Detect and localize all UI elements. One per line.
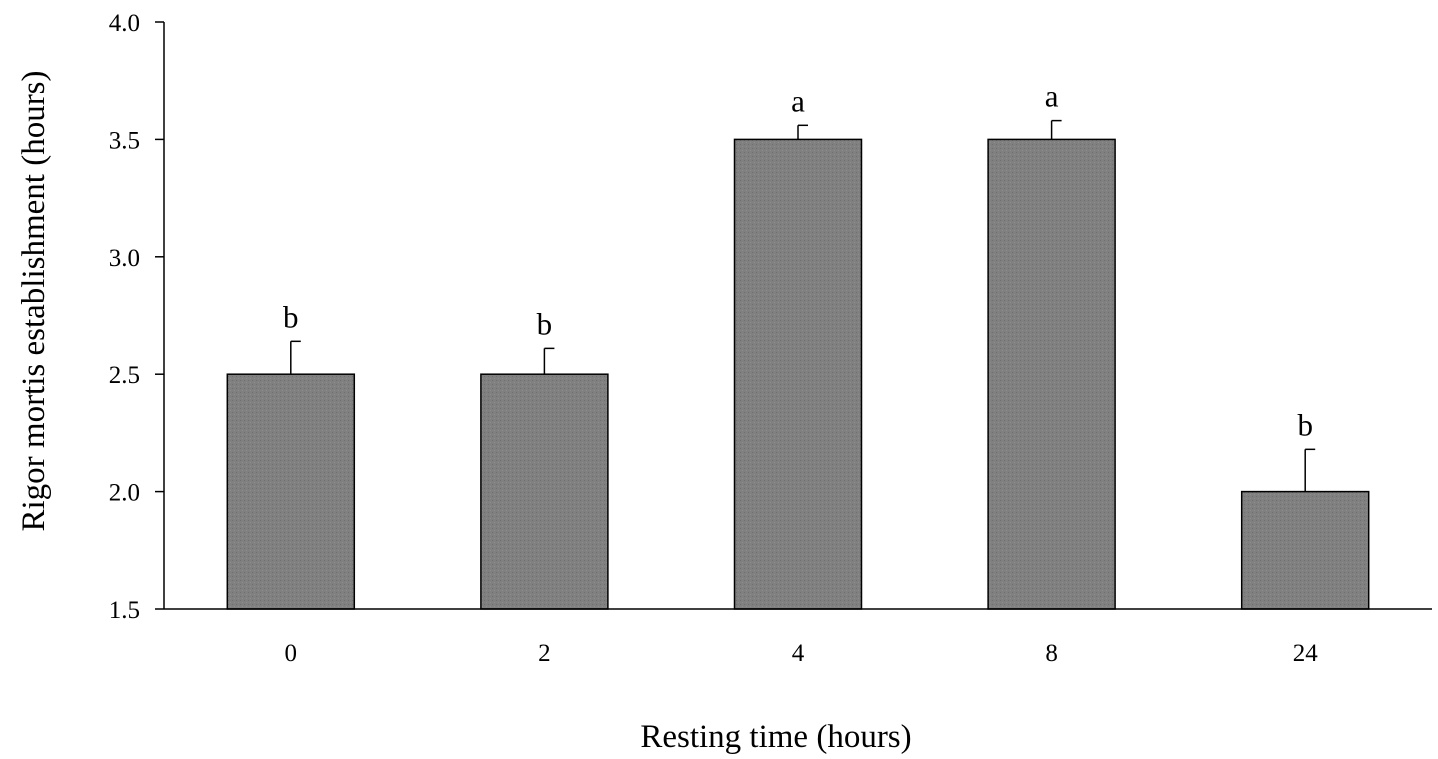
significance-label-24: b: [1297, 407, 1313, 442]
significance-label-2: b: [537, 306, 553, 341]
bar-4: [733, 138, 863, 610]
x-tick-label-8: 8: [1045, 640, 1058, 667]
y-tick-label: 2.5: [109, 362, 140, 389]
x-tick-label-24: 24: [1293, 640, 1319, 667]
x-tick-label-2: 2: [538, 640, 551, 667]
x-axis-title: Resting time (hours): [640, 719, 911, 755]
error-bars: [290, 119, 1316, 492]
y-tick-label: 1.5: [109, 597, 140, 624]
y-tick-label: 3.0: [109, 245, 140, 272]
y-axis-ticks: 1.5 2.0 2.5 3.0 3.5 4.0: [109, 10, 164, 624]
x-tick-label-0: 0: [285, 640, 298, 667]
y-tick-label: 3.5: [109, 127, 140, 154]
bar-0: [226, 373, 356, 610]
significance-labels: b b a a b: [283, 79, 1313, 443]
y-tick-label: 4.0: [109, 10, 140, 37]
y-axis-title: Rigor mortis establishment (hours): [16, 70, 52, 531]
x-axis-ticks: 0 2 4 8 24: [285, 640, 1319, 667]
bar-8: [987, 138, 1116, 610]
significance-label-4: a: [791, 83, 805, 118]
y-tick-label: 2.0: [109, 480, 140, 507]
bars: [226, 138, 1370, 610]
x-tick-label-4: 4: [792, 640, 805, 667]
bar-2: [480, 373, 609, 610]
bar-24: [1240, 490, 1370, 610]
significance-label-0: b: [283, 299, 299, 334]
significance-label-8: a: [1045, 79, 1059, 114]
